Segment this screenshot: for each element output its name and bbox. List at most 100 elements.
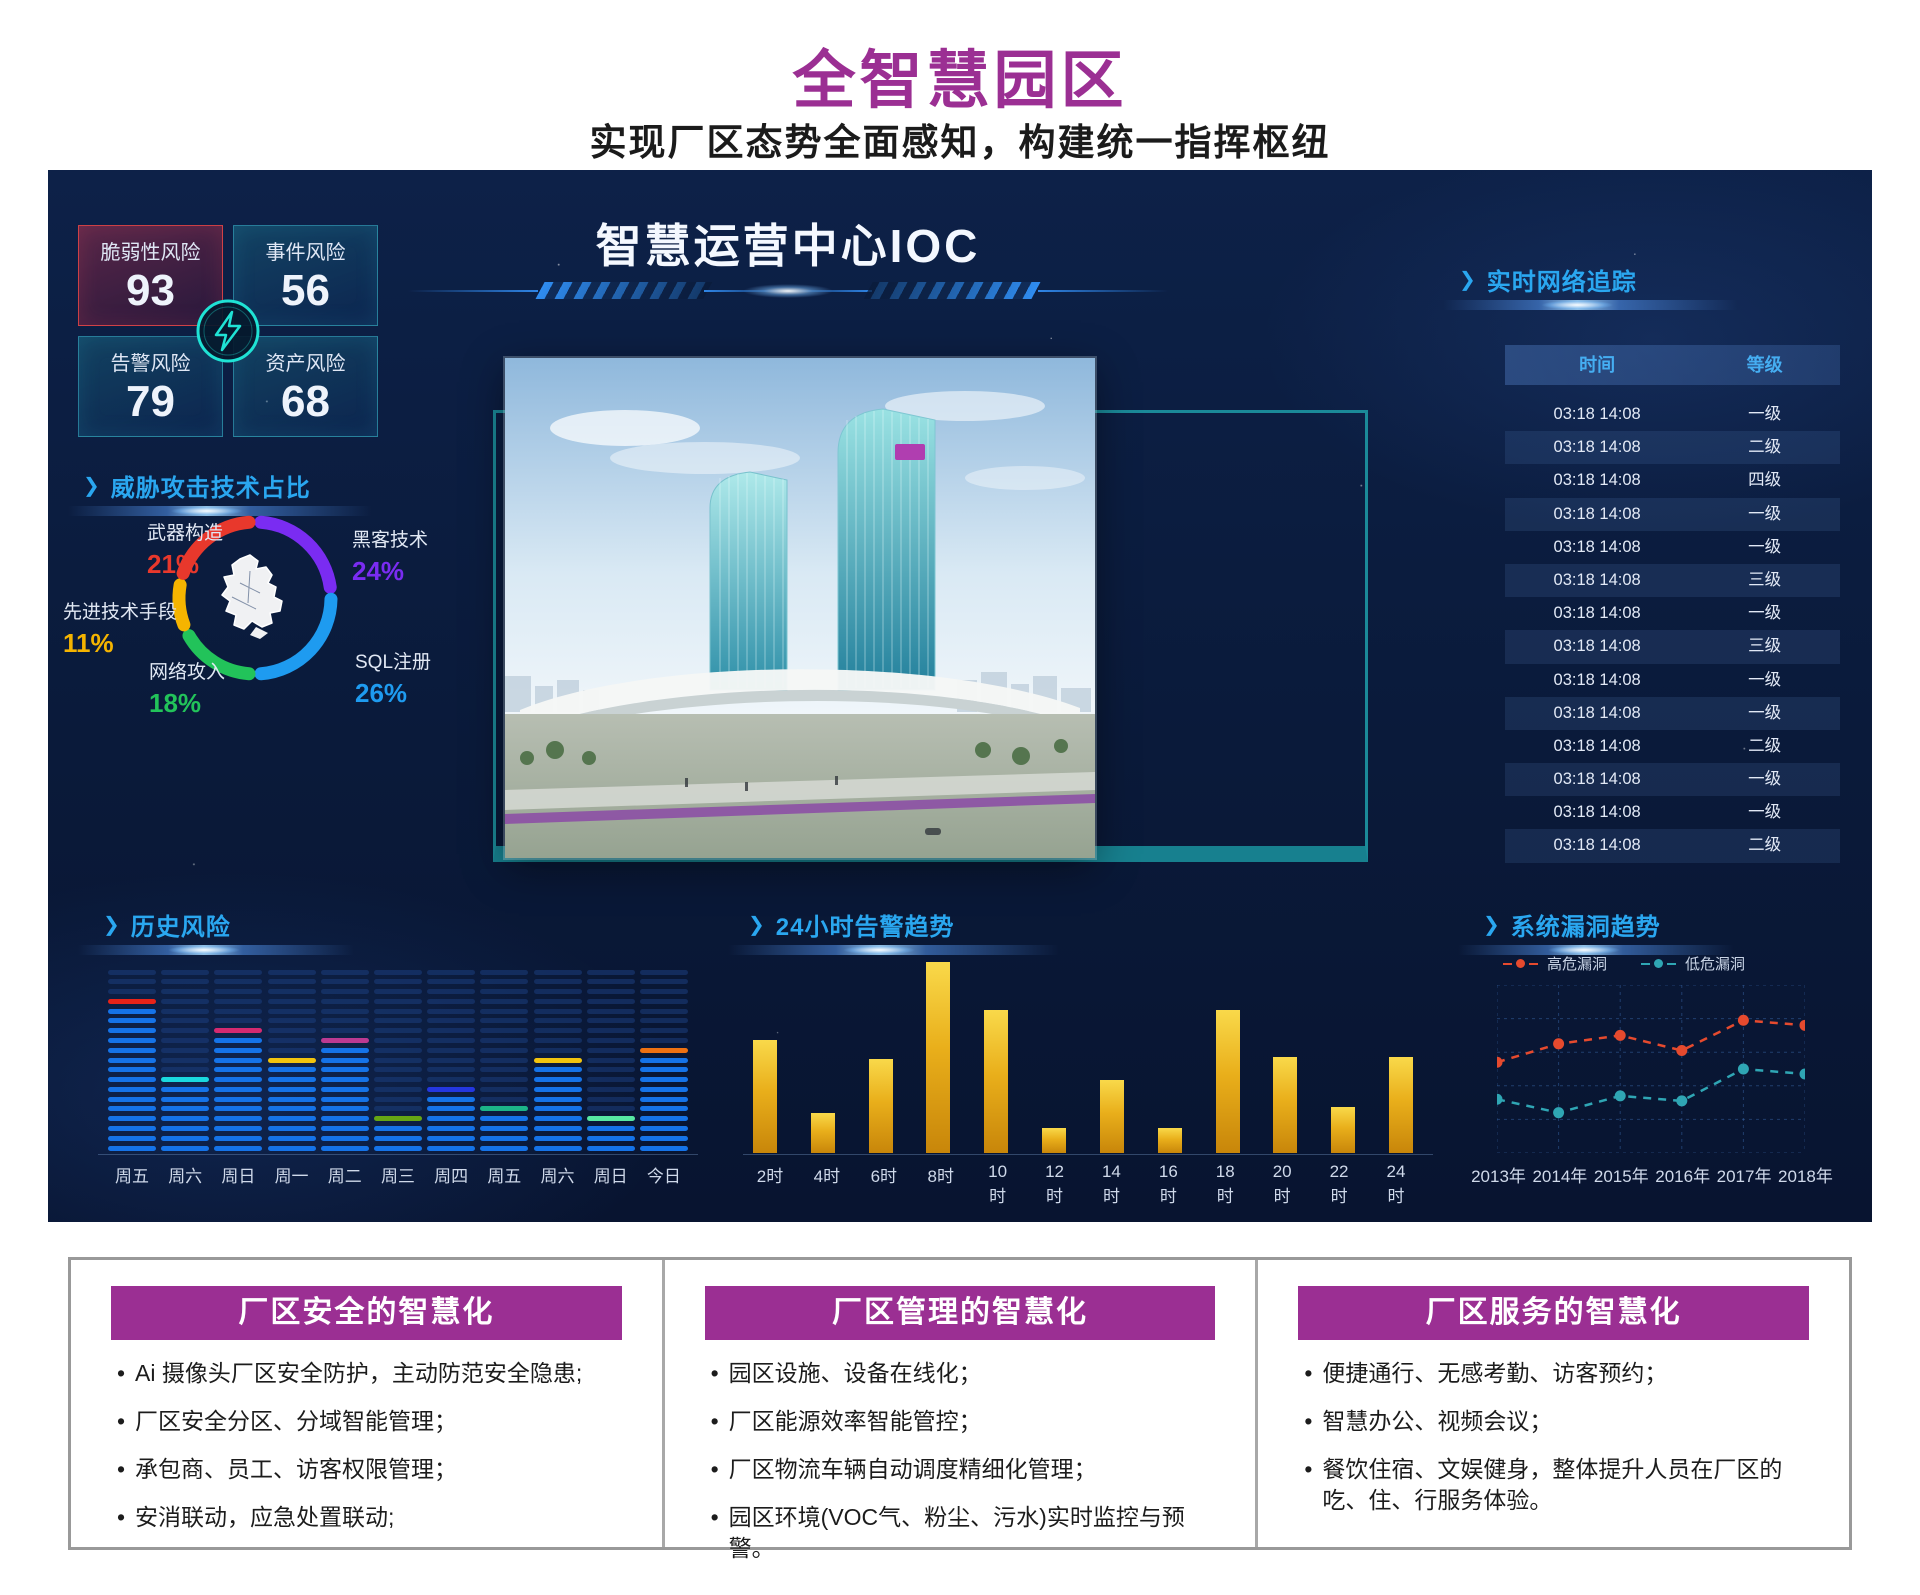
alarm-bar: [1042, 1128, 1067, 1153]
dash-lit: [320, 1067, 369, 1073]
history-bar: [639, 967, 688, 1153]
donut-label-name: 先进技术手段: [63, 602, 178, 623]
risk-card-label: 事件风险: [265, 241, 346, 264]
dash-track: [586, 1096, 635, 1102]
dash-track: [586, 969, 635, 975]
history-bar: [267, 967, 316, 1153]
dash-track: [533, 1018, 582, 1024]
dash-track: [427, 1028, 476, 1034]
dash-lit: [214, 1077, 263, 1083]
dash-track: [161, 1047, 210, 1053]
cell-level: 一级: [1748, 504, 1782, 523]
dash-track: [214, 969, 263, 975]
dash-track: [267, 1018, 316, 1024]
info-card-service: 厂区服务的智慧化 便捷通行、无感考勤、访客预约； 智慧办公、视频会议； 餐饮住宿、文…: [1255, 1260, 1849, 1547]
flare-decoration: [1458, 945, 1758, 955]
dash-track: [639, 1028, 688, 1034]
dash-lit: [214, 1038, 263, 1044]
dash-track: [161, 1038, 210, 1044]
cell-time: 03:18 14:08: [1553, 803, 1641, 822]
dash-track: [480, 1028, 529, 1034]
dash-lit: [214, 1096, 263, 1102]
dash-track: [586, 1077, 635, 1083]
dash-track: [320, 998, 369, 1004]
history-bar: [320, 967, 369, 1153]
dash-track: [480, 1038, 529, 1044]
table-row: 03:18 14:08 一级: [1505, 497, 1840, 531]
risk-card-incident: 事件风险 56: [233, 225, 378, 326]
dash-lit: [161, 1126, 210, 1132]
table-row: 03:18 14:08 二级: [1505, 431, 1840, 465]
donut-segment: [176, 515, 256, 580]
dash-lit: [480, 1135, 529, 1141]
dash-track: [480, 998, 529, 1004]
dash-lit: [161, 1116, 210, 1122]
dash-track: [480, 989, 529, 995]
dash-lit: [161, 1096, 210, 1102]
donut-label-name: 武器构造: [147, 523, 224, 544]
dash-track: [427, 1018, 476, 1024]
axis-label: 周五: [487, 1167, 522, 1186]
dash-lit: [108, 1008, 156, 1014]
risk-card-grid: 脆弱性风险 93 事件风险 56 告警风险 79 资产风险 68: [78, 225, 378, 437]
dash-lit: [161, 1135, 210, 1141]
dash-track: [586, 1067, 635, 1073]
dash-lit: [533, 1116, 582, 1122]
dash-track: [373, 989, 422, 995]
dash-track: [320, 989, 369, 995]
flare-decoration: [78, 945, 378, 955]
column-header-time: 时间: [1579, 355, 1616, 375]
dash-track: [427, 979, 476, 985]
cell-level: 三级: [1748, 570, 1782, 589]
axis-label: 周四: [434, 1167, 469, 1186]
table-row: 03:18 14:08 三级: [1505, 563, 1840, 598]
dash-lit: [586, 1145, 635, 1151]
dash-track: [214, 1008, 263, 1014]
dash-lit: [320, 1116, 369, 1122]
section-title-network: ❯ 实时网络追踪: [1459, 262, 1637, 297]
risk-card-value: 68: [281, 376, 330, 426]
dash-lit: [373, 1126, 422, 1132]
province-map-icon: [221, 554, 283, 639]
dash-lit: [533, 1106, 582, 1112]
card-bullet: 厂区能源效率智能管控；: [711, 1406, 1216, 1437]
dash-lit: [639, 1077, 688, 1083]
dash-lit: [320, 1126, 369, 1132]
legend-label: 高危漏洞: [1547, 956, 1608, 973]
donut-label: SQL注册 26%: [355, 647, 431, 709]
donut-segment: [254, 592, 338, 681]
dash-lit: [108, 1096, 156, 1102]
vuln-legend: 高危漏洞 低危漏洞: [1503, 953, 1745, 974]
dash-track: [639, 1018, 688, 1024]
dash-track: [267, 979, 316, 985]
card-title: 厂区管理的智慧化: [704, 1286, 1216, 1340]
axis-label: 2014年: [1532, 1167, 1588, 1186]
building-photo: [505, 358, 1095, 858]
cell-time: 03:18 14:08: [1553, 670, 1641, 689]
dash-lit: [267, 1096, 316, 1102]
table-row: 03:18 14:08 二级: [1505, 829, 1840, 863]
axis-label: 周三: [380, 1167, 415, 1186]
axis-label: 12时: [1045, 1162, 1064, 1206]
column-header-level: 等级: [1746, 355, 1783, 375]
dash-track: [373, 979, 422, 985]
risk-card-label: 告警风险: [110, 352, 191, 375]
dash-track: [267, 1028, 316, 1034]
section-title-alarm: ❯ 24小时告警趋势: [748, 907, 954, 942]
chevron-right-icon: ❯: [748, 914, 766, 936]
dash-lit: [639, 1145, 688, 1151]
dash-lit: [108, 1067, 156, 1073]
dash-lit: [267, 1086, 316, 1092]
alarm-x-labels: 2时 4时 6时 8时 10时 12时 14时 16时 18时 20时 22时 24时: [753, 1162, 1413, 1207]
alarm-bar: [753, 1040, 777, 1153]
card-title: 厂区服务的智慧化: [1298, 1286, 1810, 1340]
dash-lit: [427, 1126, 476, 1132]
data-point: [1497, 1093, 1503, 1105]
cell-time: 03:18 14:08: [1553, 471, 1641, 490]
threat-donut-chart: 黑客技术 24% SQL注册 26% 网络攻入 18% 先进技术手段 11% 武器构造 21%: [63, 505, 483, 915]
donut-label-name: 网络攻入: [149, 662, 226, 683]
donut-label-pct: 26%: [355, 678, 408, 708]
history-bar: [586, 967, 635, 1153]
alarm-bar: [1388, 1057, 1413, 1153]
